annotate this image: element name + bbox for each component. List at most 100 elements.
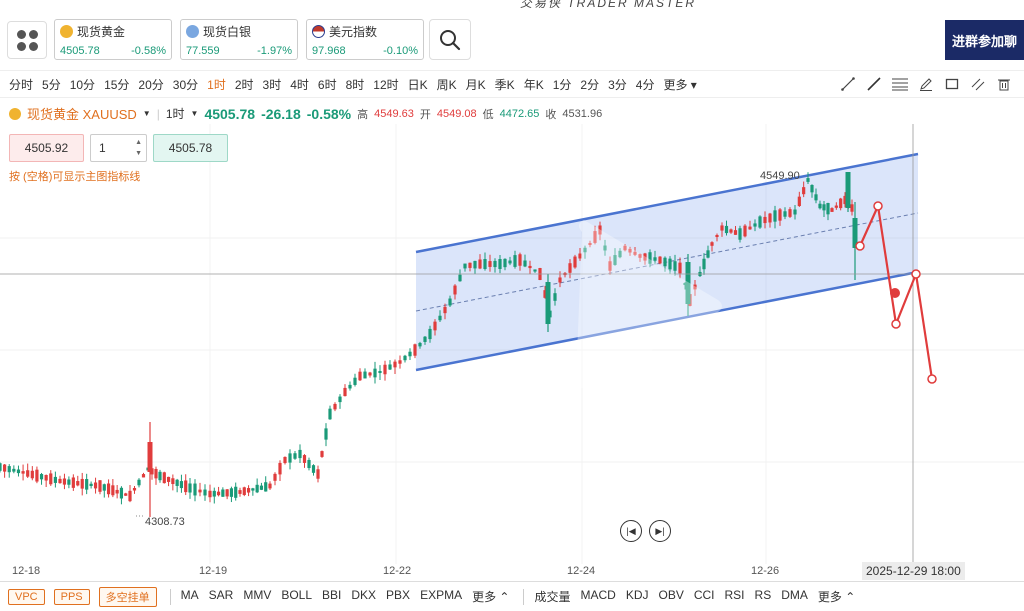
candle-body [733, 230, 738, 235]
candle-body [378, 370, 382, 374]
candle-body [62, 478, 67, 485]
candle-body [830, 208, 834, 212]
main-indicator[interactable]: BOLL [281, 588, 313, 602]
period-tab[interactable]: 2分 [580, 77, 600, 92]
period-tab[interactable]: 1时 [207, 77, 226, 92]
period-tab[interactable]: 分时 [9, 77, 34, 92]
search-icon [440, 29, 461, 50]
candle-body [553, 293, 557, 301]
period-tab[interactable]: 15分 [104, 77, 130, 92]
main-indicator[interactable]: MA [180, 588, 199, 602]
period-tab[interactable]: 更多 ▾ [663, 77, 697, 92]
period-tab[interactable]: 20分 [138, 77, 164, 92]
candle-body [0, 463, 2, 471]
sub-indicator[interactable]: RS [754, 588, 772, 602]
period-tab[interactable]: 周K [436, 77, 457, 92]
candle-body [693, 284, 697, 290]
step-back-button[interactable]: |◀ [620, 520, 642, 542]
interval-selector[interactable]: 1时 [165, 107, 185, 121]
dropdown-arrow-icon[interactable]: ▼ [190, 109, 199, 118]
period-tab[interactable]: 季K [494, 77, 515, 92]
candle-body [748, 226, 752, 230]
candle-body [545, 282, 551, 324]
ticker-change: -0.10% [383, 45, 418, 57]
candle-body [850, 204, 854, 212]
candle-body [613, 255, 617, 265]
period-tab[interactable]: 年K [523, 77, 544, 92]
candle-body [44, 475, 48, 481]
period-tab[interactable]: 12时 [373, 77, 399, 92]
candle-body [221, 489, 225, 497]
sub-indicator[interactable]: RSI [724, 588, 745, 602]
period-tab[interactable]: 4分 [635, 77, 655, 92]
candle-body [668, 258, 672, 270]
delete-icon[interactable] [996, 76, 1012, 92]
period-tab[interactable]: 4时 [290, 77, 309, 92]
current-price: 4505.78 [204, 105, 256, 122]
fibonacci-icon[interactable] [892, 76, 908, 92]
sell-button[interactable]: 4505.92 [9, 134, 84, 162]
quantity-stepper[interactable]: 1 ▲ ▼ [90, 134, 147, 162]
period-tab[interactable]: 日K [407, 77, 428, 92]
main-indicator[interactable]: MMV [243, 588, 272, 602]
ticker-usd-index[interactable]: 美元指数 97.968 -0.10% [306, 19, 424, 60]
sub-indicator[interactable]: 更多 ⌃ [817, 590, 856, 604]
high-label: 高 [357, 108, 369, 121]
trend-line-icon[interactable] [840, 76, 856, 92]
sub-indicator[interactable]: CCI [693, 588, 715, 602]
tag-vpc[interactable]: VPC [8, 588, 45, 605]
pen-icon[interactable] [918, 76, 934, 92]
period-tab[interactable]: 1分 [552, 77, 572, 92]
sub-indicator[interactable]: DMA [781, 588, 808, 602]
candle-body [603, 245, 607, 251]
buy-button[interactable]: 4505.78 [153, 134, 228, 162]
candle-body [403, 355, 407, 361]
main-indicator[interactable]: BBI [322, 588, 342, 602]
candlestick-chart[interactable]: 4549.90 4308.73 [0, 124, 1024, 564]
quantity-value: 1 [99, 141, 106, 155]
search-button[interactable] [429, 19, 471, 60]
period-tab[interactable]: 2时 [234, 77, 254, 92]
period-tab[interactable]: 6时 [317, 77, 337, 92]
step-forward-button[interactable]: ▶| [649, 520, 671, 542]
sub-indicator[interactable]: MACD [580, 588, 616, 602]
candle-body [443, 306, 447, 314]
tag-long-short-orders[interactable]: 多空挂单 [98, 586, 157, 607]
projection-node [855, 241, 865, 251]
candle-body [473, 260, 477, 269]
main-indicator[interactable]: EXPMA [420, 588, 463, 602]
main-indicator[interactable]: PBX [386, 588, 411, 602]
promo-banner[interactable]: 进群参加聊 [945, 20, 1024, 60]
rectangle-icon[interactable] [944, 76, 960, 92]
app-menu-button[interactable] [7, 21, 47, 59]
period-tab[interactable]: 3时 [262, 77, 282, 92]
candle-body [398, 360, 402, 364]
candle-body [264, 482, 268, 492]
ticker-silver[interactable]: 现货白银 77.559 -1.97% [180, 19, 298, 60]
parallel-line-icon[interactable] [970, 76, 986, 92]
period-tab[interactable]: 8时 [345, 77, 365, 92]
sub-indicator[interactable]: OBV [658, 588, 684, 602]
period-tab[interactable]: 5分 [42, 77, 61, 92]
stepper-arrows-icon[interactable]: ▲ ▼ [135, 139, 142, 157]
period-tab[interactable]: 月K [465, 77, 486, 92]
ticker-gold[interactable]: 现货黄金 4505.78 -0.58% [54, 19, 172, 60]
candle-body [643, 253, 647, 261]
period-tab[interactable]: 10分 [69, 77, 96, 92]
period-bar: 分时 5分 10分 15分 20分 30分 1时 2时 3时 4时 6时 8时 12时 日K 周K 月K 季K 年… [0, 70, 1024, 98]
candle-body [628, 248, 632, 253]
period-tab[interactable]: 30分 [172, 77, 199, 92]
tag-pps[interactable]: PPS [53, 588, 90, 605]
candle-body [393, 361, 397, 368]
main-indicator[interactable]: SAR [208, 588, 234, 602]
candle-body [802, 187, 806, 195]
candle-body [348, 384, 352, 389]
ray-line-icon[interactable] [866, 76, 882, 92]
sub-indicator[interactable]: 成交量 [534, 590, 571, 604]
main-indicator[interactable]: DKX [351, 588, 377, 602]
symbol-name[interactable]: 现货黄金 XAUUSD [27, 107, 137, 122]
sub-indicator[interactable]: KDJ [625, 588, 649, 602]
period-tab[interactable]: 3分 [608, 77, 627, 92]
dropdown-arrow-icon[interactable]: ▼ [142, 109, 151, 118]
main-indicator[interactable]: 更多 ⌃ [472, 590, 510, 604]
